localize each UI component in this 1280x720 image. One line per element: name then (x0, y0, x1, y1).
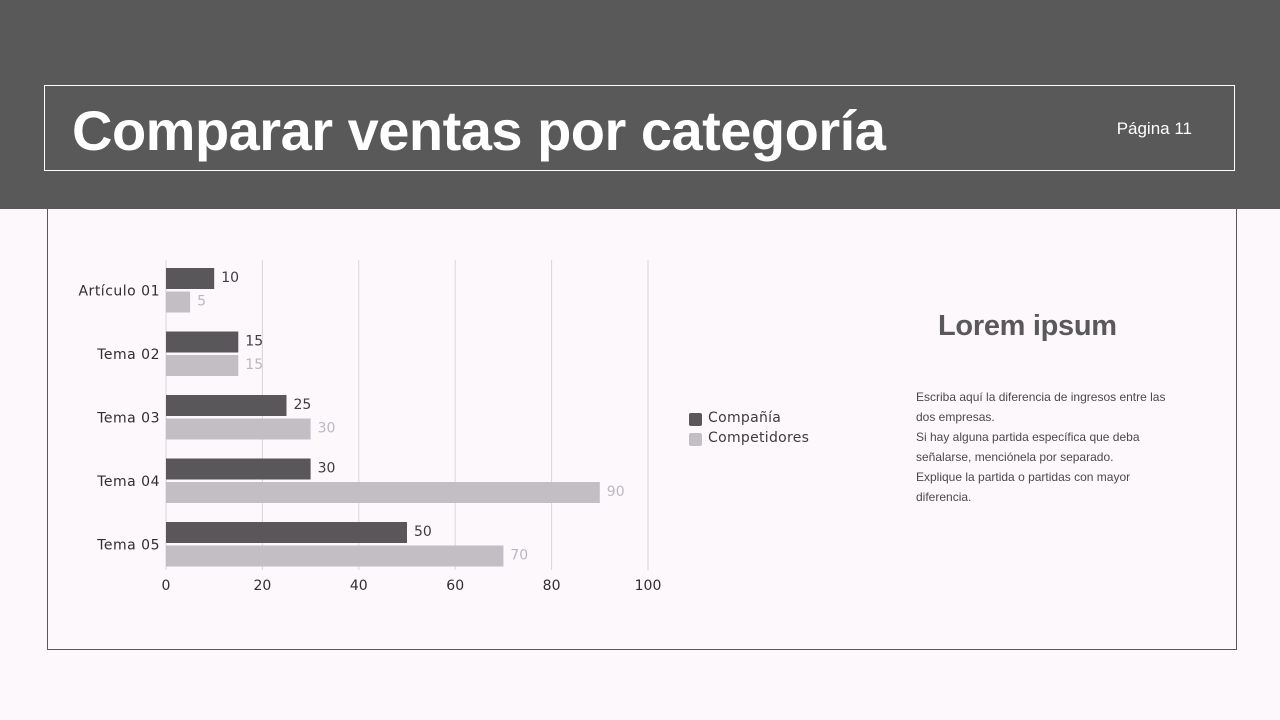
header-band: Comparar ventas por categoría Página 11 (0, 0, 1280, 209)
bar (166, 458, 311, 480)
side-paragraph: Si hay alguna partida específica que deb… (916, 430, 1140, 464)
bar (166, 418, 311, 440)
category-label: Tema 02 (96, 347, 160, 363)
x-tick-label: 100 (635, 578, 662, 594)
legend-label-company: Compañía (708, 410, 782, 426)
legend-swatch-company (689, 413, 702, 426)
x-tick-label: 20 (253, 578, 271, 594)
title-box: Comparar ventas por categoría Página 11 (44, 85, 1235, 171)
legend-item-competitors: Competidores (689, 428, 809, 448)
bar (166, 522, 407, 543)
data-label: 25 (294, 397, 312, 413)
data-label: 90 (607, 484, 625, 500)
data-label: 5 (197, 294, 206, 310)
page-title: Comparar ventas por categoría (72, 99, 886, 162)
x-tick-label: 40 (350, 578, 368, 594)
legend-label-competitors: Competidores (708, 430, 810, 446)
data-label: 15 (245, 357, 263, 373)
side-paragraph: Explique la partida o partidas con mayor… (916, 470, 1131, 504)
category-label: Tema 04 (96, 474, 160, 490)
page-number: Página 11 (1116, 119, 1192, 138)
category-label: Tema 03 (96, 410, 160, 426)
data-label: 15 (245, 334, 263, 350)
side-text: Escriba aquí la diferencia de ingresos e… (916, 387, 1181, 507)
bar (166, 291, 191, 313)
side-paragraph: Escriba aquí la diferencia de ingresos e… (916, 390, 1166, 424)
bar (166, 331, 239, 353)
bar (166, 355, 239, 376)
legend-item-company: Compañía (689, 408, 809, 428)
bar (166, 545, 504, 567)
x-tick-label: 0 (162, 578, 171, 594)
chart-legend: Compañía Competidores (689, 408, 809, 448)
data-label: 10 (221, 270, 239, 286)
bar (166, 482, 600, 503)
x-tick-label: 80 (543, 578, 561, 594)
data-label: 30 (318, 421, 336, 437)
side-heading: Lorem ipsum (938, 310, 1117, 342)
data-label: 30 (318, 461, 336, 477)
legend-swatch-competitors (689, 433, 702, 446)
bar (166, 268, 215, 289)
category-label: Artículo 01 (78, 283, 160, 299)
data-label: 70 (510, 548, 528, 564)
bar (166, 395, 287, 416)
category-label: Tema 05 (96, 537, 160, 553)
x-tick-label: 60 (446, 578, 464, 594)
data-label: 50 (414, 524, 432, 540)
